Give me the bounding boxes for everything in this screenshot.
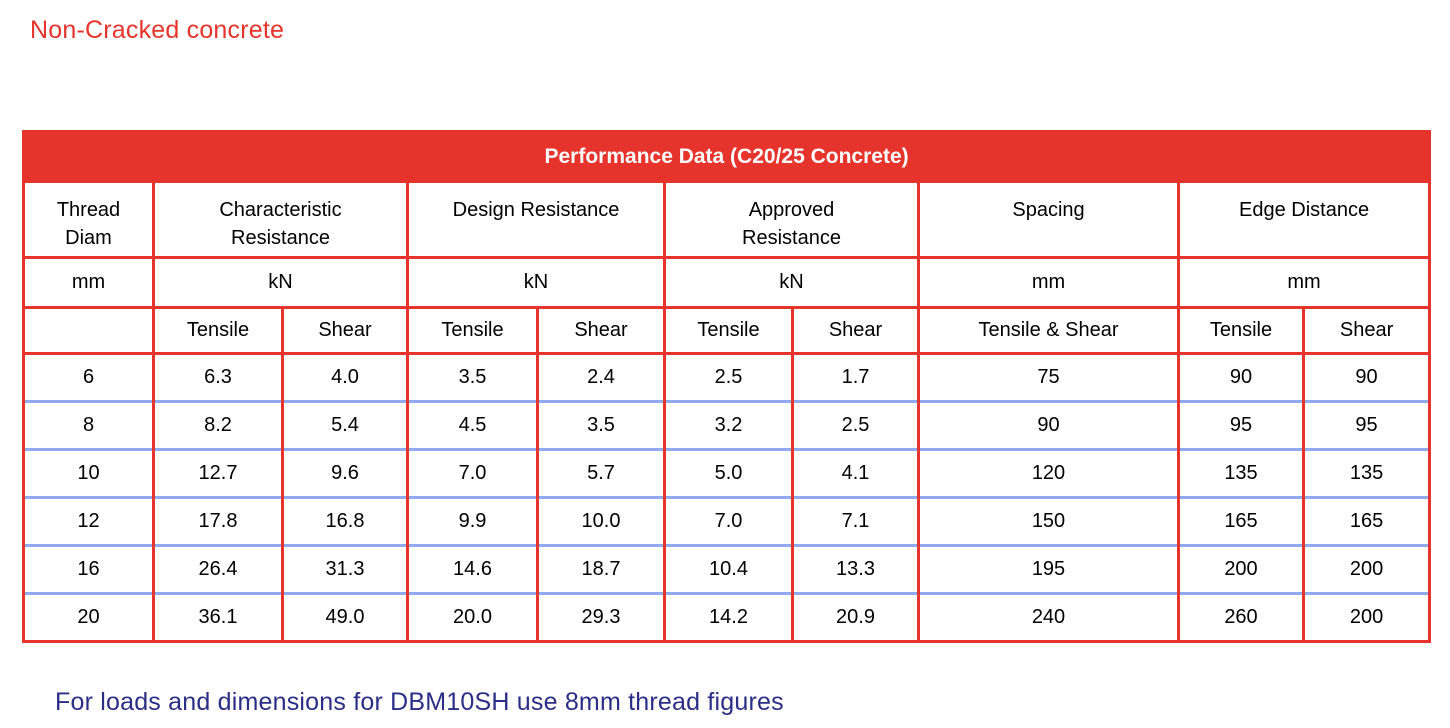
data-cell: 90 [1301,353,1432,402]
subheader-tensile-and-shear: Tensile & Shear [917,307,1180,355]
data-cell: 8.2 [152,400,284,450]
data-cell: 2.5 [791,400,920,450]
data-cell: 240 [917,592,1180,642]
footer-note: For loads and dimensions for DBM10SH use… [55,688,784,716]
subheader-shear: Shear [536,307,666,355]
data-cell: 120 [917,448,1180,498]
unit-approved-resistance: kN [663,257,920,309]
col-header-thread-diam: Thread Diam [22,181,155,259]
data-cell: 1.7 [791,353,920,402]
data-cell: 95 [1301,400,1432,450]
data-cell: 5.4 [281,400,409,450]
data-cell: 200 [1301,592,1432,642]
units-row: mm kN kN kN mm mm [22,257,1432,309]
data-cell: 16.8 [281,496,409,546]
data-cell: 3.5 [406,353,539,402]
data-cell: 4.5 [406,400,539,450]
data-cell: 10.4 [663,544,794,594]
subheader-shear: Shear [791,307,920,355]
subheader-empty [22,307,155,355]
data-cell: 36.1 [152,592,284,642]
data-cell: 6.3 [152,353,284,402]
data-cell: 13.3 [791,544,920,594]
data-cell: 200 [1177,544,1305,594]
data-cell: 3.5 [536,400,666,450]
thread-diam-cell: 6 [22,353,155,402]
col-header-approved-resistance: Approved Resistance [663,181,920,259]
table-row: 8 8.2 5.4 4.5 3.5 3.2 2.5 90 95 95 [22,400,1432,450]
data-cell: 165 [1177,496,1305,546]
data-cell: 18.7 [536,544,666,594]
data-cell: 150 [917,496,1180,546]
subheader-shear: Shear [1301,307,1432,355]
unit-thread-diam: mm [22,257,155,309]
data-cell: 135 [1301,448,1432,498]
data-cell: 200 [1301,544,1432,594]
col-header-spacing: Spacing [917,181,1180,259]
page-title: Non-Cracked concrete [30,16,285,44]
data-cell: 20.0 [406,592,539,642]
data-cell: 75 [917,353,1180,402]
data-cell: 95 [1177,400,1305,450]
data-cell: 2.5 [663,353,794,402]
data-cell: 9.9 [406,496,539,546]
data-cell: 31.3 [281,544,409,594]
data-cell: 5.7 [536,448,666,498]
data-cell: 9.6 [281,448,409,498]
data-cell: 4.1 [791,448,920,498]
data-cell: 90 [917,400,1180,450]
thread-diam-cell: 12 [22,496,155,546]
table-row: 6 6.3 4.0 3.5 2.4 2.5 1.7 75 90 90 [22,353,1432,402]
table-row: 16 26.4 31.3 14.6 18.7 10.4 13.3 195 200… [22,544,1432,594]
data-cell: 49.0 [281,592,409,642]
data-cell: 2.4 [536,353,666,402]
data-cell: 165 [1301,496,1432,546]
data-cell: 4.0 [281,353,409,402]
data-cell: 195 [917,544,1180,594]
data-cell: 135 [1177,448,1305,498]
col-header-characteristic-resistance: Characteristic Resistance [152,181,409,259]
data-cell: 12.7 [152,448,284,498]
subheader-tensile: Tensile [406,307,539,355]
thread-diam-cell: 10 [22,448,155,498]
table-row: 12 17.8 16.8 9.9 10.0 7.0 7.1 150 165 16… [22,496,1432,546]
unit-spacing: mm [917,257,1180,309]
data-cell: 7.0 [663,496,794,546]
thread-diam-cell: 8 [22,400,155,450]
data-cell: 14.2 [663,592,794,642]
data-cell: 5.0 [663,448,794,498]
col-header-edge-distance: Edge Distance [1176,181,1432,259]
unit-edge-distance: mm [1176,257,1432,309]
subheader-tensile: Tensile [1177,307,1305,355]
thread-diam-cell: 20 [22,592,155,642]
subheader-shear: Shear [281,307,409,355]
data-cell: 17.8 [152,496,284,546]
subheader-tensile: Tensile [663,307,794,355]
table-row: 20 36.1 49.0 20.0 29.3 14.2 20.9 240 260… [22,592,1432,642]
data-cell: 26.4 [152,544,284,594]
data-cell: 7.0 [406,448,539,498]
data-cell: 14.6 [406,544,539,594]
table-caption: Performance Data (C20/25 Concrete) [21,131,1432,183]
subheader-tensile: Tensile [152,307,284,355]
table-caption-row: Performance Data (C20/25 Concrete) [21,131,1432,183]
data-cell: 20.9 [791,592,920,642]
data-cell: 3.2 [663,400,794,450]
performance-data-table: Performance Data (C20/25 Concrete) Threa… [21,130,1432,643]
thread-diam-cell: 16 [22,544,155,594]
data-cell: 260 [1177,592,1305,642]
data-cell: 90 [1177,353,1305,402]
data-cell: 10.0 [536,496,666,546]
data-cell: 7.1 [791,496,920,546]
unit-characteristic-resistance: kN [152,257,409,309]
table-row: 10 12.7 9.6 7.0 5.7 5.0 4.1 120 135 135 [22,448,1432,498]
col-header-design-resistance: Design Resistance [406,181,666,259]
subheader-row: Tensile Shear Tensile Shear Tensile Shea… [22,307,1432,355]
column-group-header-row: Thread Diam Characteristic Resistance De… [22,181,1432,259]
data-cell: 29.3 [536,592,666,642]
unit-design-resistance: kN [406,257,666,309]
